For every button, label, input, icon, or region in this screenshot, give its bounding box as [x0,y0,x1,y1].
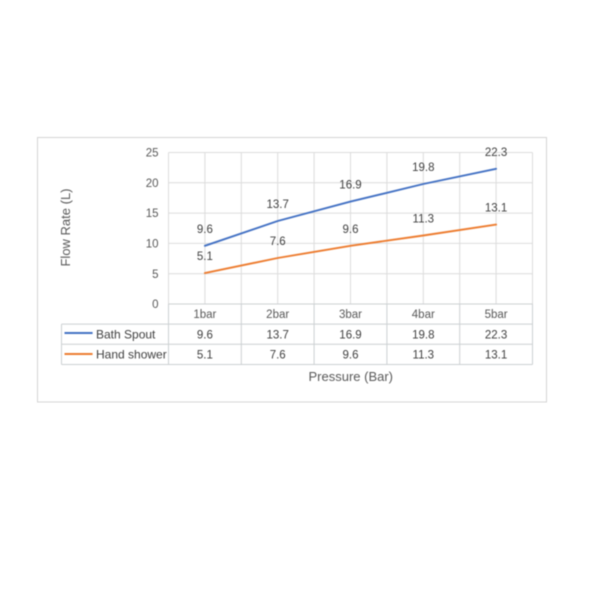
svg-text:20: 20 [146,178,159,190]
svg-text:5: 5 [152,269,158,281]
svg-text:4bar: 4bar [412,309,435,321]
svg-text:16.9: 16.9 [339,180,361,192]
svg-text:11.3: 11.3 [413,350,435,362]
svg-text:7.6: 7.6 [270,236,286,248]
svg-text:19.8: 19.8 [412,329,434,341]
svg-text:1bar: 1bar [193,309,216,321]
svg-text:25: 25 [146,148,159,160]
svg-text:3bar: 3bar [339,309,362,321]
svg-text:22.3: 22.3 [485,329,507,341]
svg-text:Hand shower: Hand shower [96,348,167,362]
svg-text:9.6: 9.6 [197,224,213,236]
svg-text:13.1: 13.1 [485,203,507,215]
svg-text:22.3: 22.3 [485,147,507,159]
svg-text:9.6: 9.6 [343,350,359,362]
svg-text:7.6: 7.6 [270,350,286,362]
svg-text:16.9: 16.9 [339,329,361,341]
svg-text:0: 0 [152,299,158,311]
svg-text:Bath Spout: Bath Spout [96,327,156,341]
svg-text:Pressure (Bar): Pressure (Bar) [308,369,393,384]
svg-text:11.3: 11.3 [413,214,435,226]
svg-text:Flow Rate (L): Flow Rate (L) [58,188,73,266]
svg-text:13.1: 13.1 [485,350,507,362]
svg-text:9.6: 9.6 [197,329,213,341]
svg-text:5.1: 5.1 [197,350,213,362]
svg-text:13.7: 13.7 [267,329,289,341]
svg-text:13.7: 13.7 [267,199,289,211]
svg-text:15: 15 [146,208,159,220]
svg-text:2bar: 2bar [266,309,289,321]
svg-text:5bar: 5bar [485,309,508,321]
svg-text:10: 10 [146,239,159,251]
svg-text:19.8: 19.8 [412,162,434,174]
svg-text:5.1: 5.1 [197,251,213,263]
svg-text:9.6: 9.6 [343,224,359,236]
